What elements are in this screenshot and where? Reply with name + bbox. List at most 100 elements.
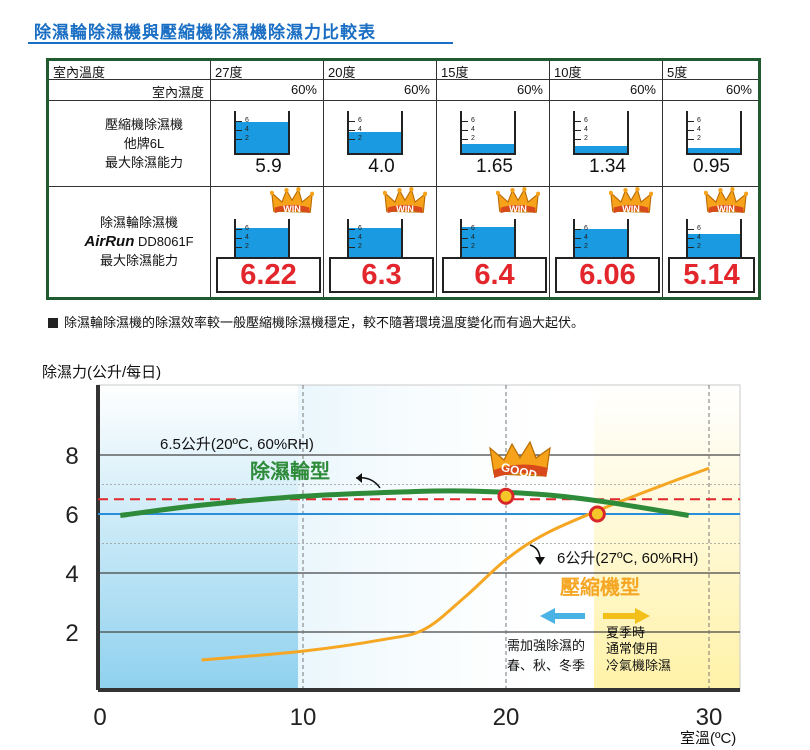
humidity-cell-2: 60%	[437, 80, 550, 101]
beaker-tick-label: 6	[584, 117, 588, 124]
beaker-tick-label: 6	[584, 225, 588, 232]
beaker-tick-label: 2	[358, 243, 362, 250]
beaker-tick-mark	[236, 139, 242, 140]
y-tick-label: 8	[65, 443, 78, 470]
y-tick-label: 6	[65, 502, 78, 529]
right-arrow-icon	[603, 608, 650, 624]
row1-beaker-icon: 6 4 2	[573, 111, 629, 155]
water-fill	[236, 122, 288, 153]
row1-beaker-icon: 6 4 2	[347, 111, 403, 155]
row2-value: 6.3	[329, 257, 434, 293]
beaker-tick-mark	[349, 238, 355, 239]
title-underline	[28, 42, 453, 44]
beaker-tick-label: 6	[358, 117, 362, 124]
series-line-desiccant	[119, 488, 690, 518]
row1-cell-4	[663, 101, 758, 187]
y-axis-label: 除濕力(公升/每日)	[42, 364, 161, 381]
row1-value: 1.34	[589, 156, 626, 177]
beaker-tick-label: 4	[358, 234, 362, 241]
beaker-tick-mark	[462, 130, 468, 131]
water-fill	[575, 145, 627, 153]
beaker-tick-mark	[688, 247, 694, 248]
pointer-arrowhead	[356, 473, 362, 483]
page-title: 除濕輪除濕機與壓縮機除濕機除濕力比較表	[34, 23, 376, 42]
beaker-tick-label: 6	[471, 117, 475, 124]
summer-zone-text-1: 夏季時	[606, 625, 645, 640]
beaker-tick-mark	[575, 229, 581, 230]
beaker-tick-label: 6	[358, 225, 362, 232]
row2-beaker-icon: 6 4 2	[234, 219, 290, 263]
cold-zone-background	[98, 385, 298, 690]
beaker-tick-label: 6	[245, 225, 249, 232]
win-badge-text: WIN	[283, 204, 301, 214]
beaker-tick-label: 2	[471, 243, 475, 250]
beaker-tick-mark	[349, 229, 355, 230]
beaker-tick-label: 2	[697, 135, 701, 142]
humidity-label: 室內濕度	[151, 85, 204, 100]
beaker-tick-label: 6	[245, 117, 249, 124]
beaker-tick-label: 4	[697, 234, 701, 241]
humidity-label-cell: 室內濕度	[49, 80, 211, 101]
humidity-value: 60%	[629, 82, 656, 97]
row2-cell-1	[324, 187, 437, 297]
beaker-tick-mark	[462, 121, 468, 122]
beaker-tick-mark	[575, 238, 581, 239]
humidity-cell-0: 60%	[211, 80, 324, 101]
temp-cell-4: 5度	[663, 61, 758, 80]
beaker-tick-mark	[462, 247, 468, 248]
temp-label: 27度	[215, 65, 243, 80]
beaker-tick-mark	[462, 229, 468, 230]
beaker-tick-mark	[236, 130, 242, 131]
win-crown-icon: WIN	[704, 187, 748, 214]
beaker-tick-label: 2	[584, 243, 588, 250]
temp-label: 20度	[328, 65, 356, 80]
water-fill	[575, 229, 627, 261]
beaker-tick-label: 4	[245, 126, 249, 133]
pointer-arrowhead	[535, 557, 545, 565]
row1-label-cell: 壓縮機除濕機 他牌6L 最大除濕能力	[49, 101, 211, 187]
water-fill	[236, 228, 288, 261]
row2-label-cell: 除濕輪除濕機 AirRun DD8061F 最大除濕能力	[49, 187, 211, 297]
water-fill	[349, 132, 401, 153]
row2-value: 6.4	[442, 257, 547, 293]
row1-label: 壓縮機除濕機 他牌6L 最大除濕能力	[89, 115, 199, 172]
win-crown-icon: WIN	[270, 187, 314, 214]
win-crown-icon: WIN	[383, 187, 427, 214]
x-tick-label: 20	[493, 704, 520, 731]
row2-label: 除濕輪除濕機 AirRun DD8061F 最大除濕能力	[69, 213, 209, 270]
water-fill	[349, 227, 401, 261]
beaker-tick-mark	[349, 247, 355, 248]
row1-beaker-icon: 6 4 2	[234, 111, 290, 155]
summer-zone-text-2: 通常使用	[606, 641, 658, 656]
beaker-tick-mark	[462, 238, 468, 239]
beaker-tick-label: 4	[245, 234, 249, 241]
footnote: 除濕輪除濕機的除濕效率較一般壓縮機除濕機穩定，較不隨著環境溫度變化而有過大起伏。	[48, 312, 584, 331]
mid-zone-background	[298, 385, 592, 690]
row2-cell-0	[211, 187, 324, 297]
row1-cell-3	[550, 101, 663, 187]
comparison-table: 室內溫度 27度 20度 15度 10度 5度 室內濕度 60% 60% 60%…	[46, 58, 761, 300]
beaker-tick-label: 2	[471, 135, 475, 142]
beaker-tick-mark	[688, 130, 694, 131]
temp-cell-1: 20度	[324, 61, 437, 80]
beaker-tick-label: 2	[358, 135, 362, 142]
water-fill	[462, 144, 514, 153]
row1-cell-2	[437, 101, 550, 187]
row2-brand-line: AirRun DD8061F	[69, 232, 209, 251]
green-value-annotation: 6.5公升(20ºC, 60%RH)	[160, 436, 314, 453]
data-point-marker	[497, 487, 515, 505]
win-badge-text: WIN	[717, 204, 735, 214]
data-point-marker	[588, 505, 606, 523]
beaker-tick-label: 4	[584, 234, 588, 241]
beaker-tick-label: 2	[245, 135, 249, 142]
win-badge-text: WIN	[622, 204, 640, 214]
beaker-tick-mark	[236, 229, 242, 230]
row1-value: 0.95	[693, 156, 730, 177]
row1-beaker-icon: 6 4 2	[460, 111, 516, 155]
beaker-tick-mark	[236, 238, 242, 239]
desiccant-series-label: 除濕輪型	[250, 459, 330, 483]
water-fill	[688, 148, 740, 153]
row1-value: 4.0	[368, 156, 395, 177]
header-temp-label-cell: 室內溫度	[49, 61, 211, 80]
